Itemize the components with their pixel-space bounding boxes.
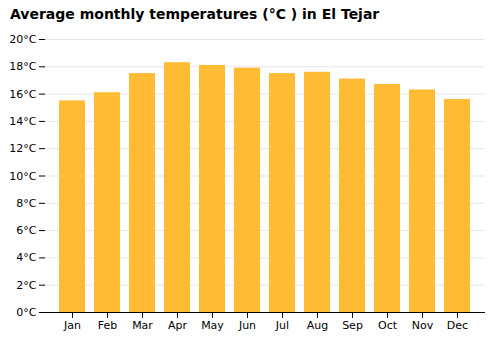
svg-text:12°C: 12°C [9, 142, 36, 155]
svg-text:16°C: 16°C [9, 88, 36, 101]
svg-text:20°C: 20°C [9, 33, 36, 46]
svg-text:8°C: 8°C [16, 197, 36, 210]
svg-text:Jul: Jul [275, 319, 289, 332]
svg-text:6°C: 6°C [16, 224, 36, 237]
svg-text:Aug: Aug [307, 319, 328, 332]
svg-text:10°C: 10°C [9, 170, 36, 183]
svg-text:2°C: 2°C [16, 279, 36, 292]
svg-text:Feb: Feb [98, 319, 117, 332]
svg-text:0°C: 0°C [16, 306, 36, 319]
svg-text:May: May [201, 319, 224, 332]
svg-text:Dec: Dec [447, 319, 468, 332]
svg-text:4°C: 4°C [16, 251, 36, 264]
svg-text:Oct: Oct [378, 319, 398, 332]
svg-text:Sep: Sep [342, 319, 363, 332]
svg-text:14°C: 14°C [9, 115, 36, 128]
svg-text:Jun: Jun [238, 319, 256, 332]
html-text:Average monthly temperatures (: Average monthly temperatures (°C ) in El… [10, 6, 380, 22]
svg-text:Nov: Nov [412, 319, 434, 332]
svg-text:18°C: 18°C [9, 60, 36, 73]
svg-text:Jan: Jan [63, 319, 81, 332]
svg-text:Apr: Apr [168, 319, 188, 332]
svg-text:Mar: Mar [132, 319, 153, 332]
